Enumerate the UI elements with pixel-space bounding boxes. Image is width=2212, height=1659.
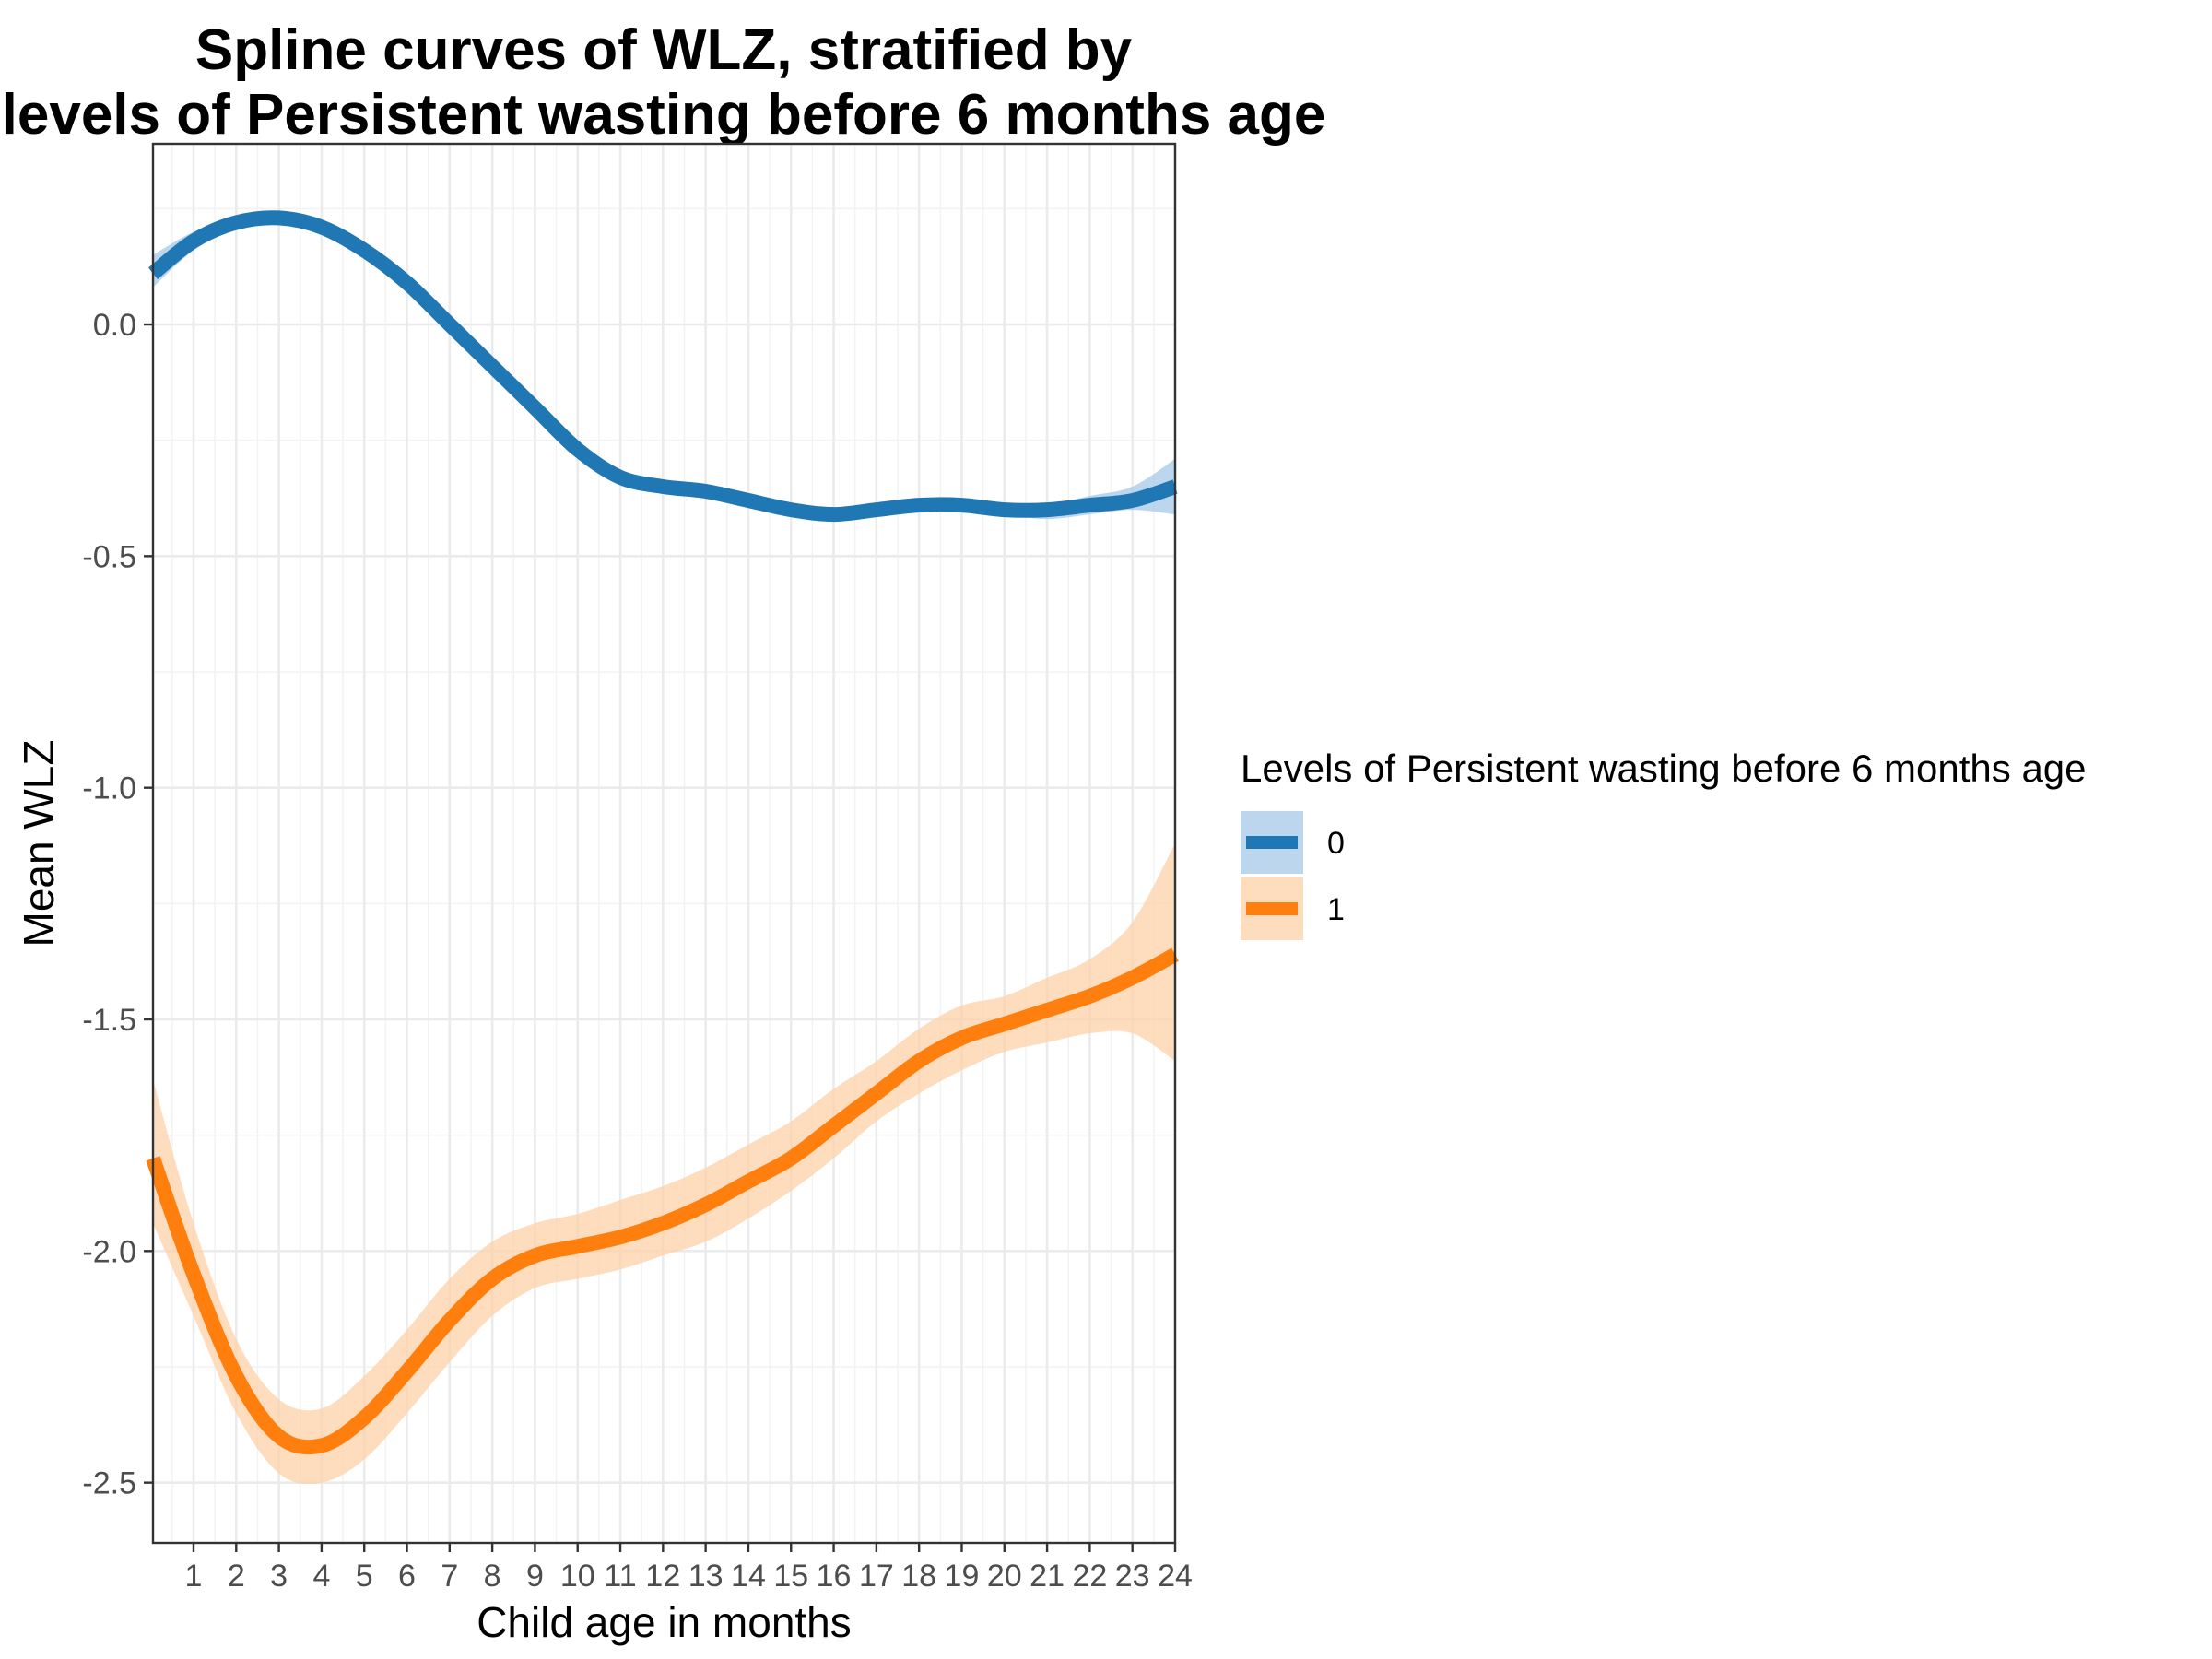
y-tick-label: 0.0 [93,308,136,343]
x-tick-label: 8 [484,1559,501,1594]
x-tick-label: 22 [1072,1559,1107,1594]
series-line-0 [147,210,1178,523]
legend-entry-label: 0 [1327,826,1345,861]
x-tick-label: 18 [901,1559,936,1594]
x-tick-label: 10 [560,1559,595,1594]
x-tick-label: 4 [312,1559,330,1594]
legend-title: Levels of Persistent wasting before 6 mo… [1241,747,2087,790]
minor-gridlines [153,144,1175,1543]
x-tick-label: 6 [398,1559,416,1594]
legend: Levels of Persistent wasting before 6 mo… [1241,747,2087,940]
series-line-1 [146,947,1179,1455]
chart-title-line: levels of Persistent wasting before 6 mo… [2,83,1326,147]
x-tick-label: 11 [604,1559,636,1594]
y-tick-label: -2.5 [82,1466,136,1501]
x-tick-label: 7 [441,1559,458,1594]
series-lines [146,210,1179,1455]
x-axis-label: Child age in months [477,1598,852,1646]
x-tick-label: 5 [356,1559,373,1594]
x-tick-label: 12 [645,1559,680,1594]
x-tick-label: 21 [1030,1559,1065,1594]
x-tick-label: 17 [859,1559,894,1594]
x-tick-label: 1 [185,1559,203,1594]
chart-title-line: Spline curves of WLZ, stratified by [195,18,1133,82]
x-tick-label: 13 [688,1559,724,1594]
x-tick-label: 23 [1115,1559,1150,1594]
x-tick-label: 24 [1158,1559,1193,1594]
y-tick-label: -2.0 [82,1234,136,1269]
y-tick-label: -1.5 [82,1003,136,1038]
y-tick-label: -0.5 [82,539,136,574]
x-tick-label: 14 [731,1559,766,1594]
y-tick-label: -1.0 [82,771,136,806]
y-axis: 0.0 -0.5 -1.0 -1.5 -2.0 -2.5 [82,308,153,1501]
legend-entry-label: 1 [1327,892,1345,927]
chart-title: Spline curves of WLZ, stratified bylevel… [2,18,1326,147]
x-tick-label: 19 [945,1559,980,1594]
x-tick-label: 2 [228,1559,245,1594]
x-tick-label: 16 [817,1559,852,1594]
x-tick-label: 15 [773,1559,808,1594]
x-axis: 1 2 3 4 5 6 7 8 9 10 11 12 13 14 15 16 17 18 19 20 21 22 23 24 [185,1543,1193,1594]
x-tick-label: 20 [987,1559,1022,1594]
x-tick-label: 3 [270,1559,288,1594]
y-axis-label: Mean WLZ [15,740,63,947]
x-tick-label: 9 [526,1559,544,1594]
